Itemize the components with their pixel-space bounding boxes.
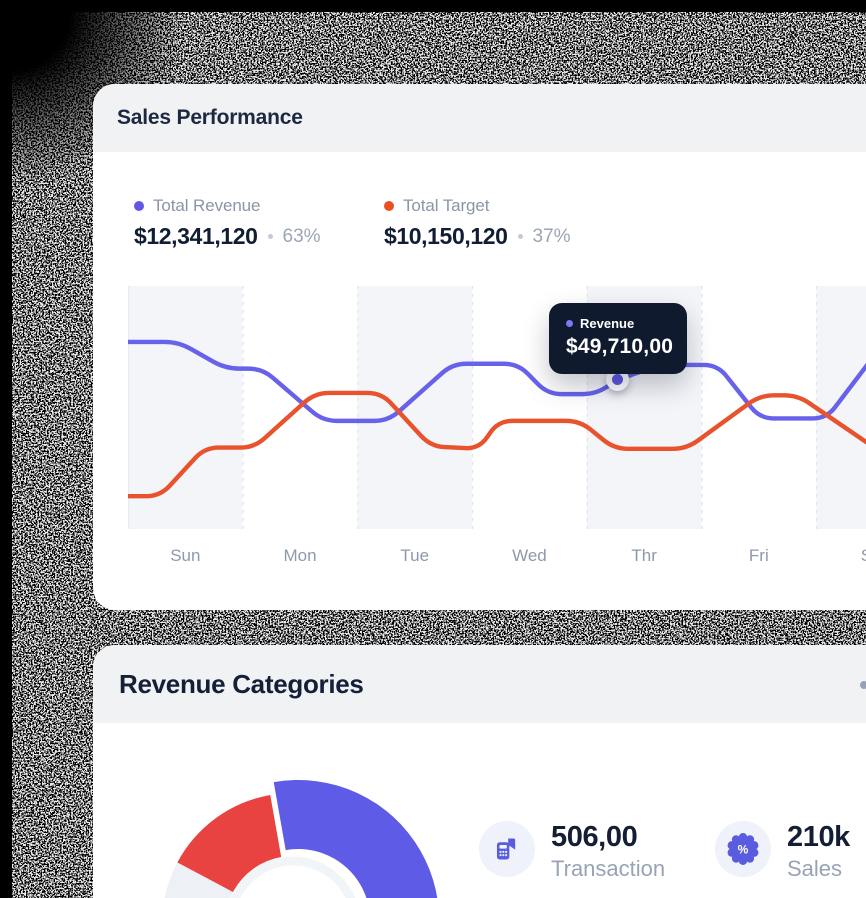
kebab-menu-icon[interactable] [860,681,866,689]
x-axis-label-thr: Thr [631,546,657,565]
revenue-stats: 506,00 Transaction % 210k Sales [479,821,850,884]
legend-revenue-label: Total Revenue [153,196,261,215]
transaction-icon-tile [479,821,535,877]
stat-transaction: 506,00 Transaction [479,821,677,884]
pos-terminal-icon [496,838,516,860]
transaction-label: Transaction [551,856,666,881]
donut-segment[interactable] [162,862,249,898]
tooltip-series-name: Revenue [580,316,635,331]
sales-performance-card: Sales Performance Total Revenue $12,341,… [93,84,866,610]
legend-revenue-header: Total Revenue [134,196,384,216]
donut-chart-area [133,765,483,898]
sales-icon-tile: % [715,821,771,877]
legend-target-value-row: $10,150,120 37% [384,223,634,250]
tooltip-series-dot-icon [566,320,573,327]
tooltip-header: Revenue [566,316,687,331]
discount-percent-icon: % [727,833,759,865]
revenue-categories-card: Revenue Categories [93,645,866,898]
legend-target-label: Total Target [403,196,490,215]
legend-target-header: Total Target [384,196,634,216]
donut-segment[interactable] [177,794,282,893]
transaction-value: 506,00 [551,821,638,853]
revenue-card-header: Revenue Categories [93,645,866,723]
chart-tooltip: Revenue $49,710,00 [549,303,687,374]
target-percent: 37% [532,225,571,247]
x-axis-label-tue: Tue [400,546,430,565]
target-amount: $10,150,120 [384,223,508,249]
x-axis-label-mon: Mon [283,546,317,565]
sales-card-header: Sales Performance [93,84,866,152]
sales-line-chart[interactable] [128,286,866,529]
x-axis-label-wed: Wed [512,546,547,565]
sales-label: Sales [787,856,843,881]
revenue-dot-icon [134,201,144,211]
sales-text: 210k Sales [787,821,850,884]
sales-card-title: Sales Performance [117,106,303,129]
tooltip-value: $49,710,00 [566,335,674,358]
legend-revenue-value-row: $12,341,120 63% [134,223,384,250]
stat-sales: % 210k Sales [715,821,850,884]
legend-total-revenue: Total Revenue $12,341,120 63% [134,196,384,250]
x-axis-label-fri: Fri [748,546,769,565]
sales-value: 210k [787,821,850,853]
transaction-text: 506,00 Transaction [551,821,677,884]
revenue-amount: $12,341,120 [134,223,258,249]
x-axis-label-sun: Sun [170,546,201,565]
line-chart-area[interactable]: Sun Mon Tue Wed Thr Fri Sat Revenue $49,710,00 [128,286,866,586]
dot-separator-icon [517,234,523,239]
target-dot-icon [384,201,394,211]
legend-total-target: Total Target $10,150,120 37% [384,196,634,250]
x-axis-label-sat: Sat [844,546,866,566]
chart-legend: Total Revenue $12,341,120 63% Total Targ… [134,196,866,250]
revenue-percent: 63% [282,225,321,247]
revenue-card-title: Revenue Categories [119,668,364,699]
svg-text:%: % [738,842,749,856]
donut-segment[interactable] [273,780,439,898]
revenue-donut-chart[interactable] [133,765,483,898]
dot-separator-icon [267,234,273,239]
